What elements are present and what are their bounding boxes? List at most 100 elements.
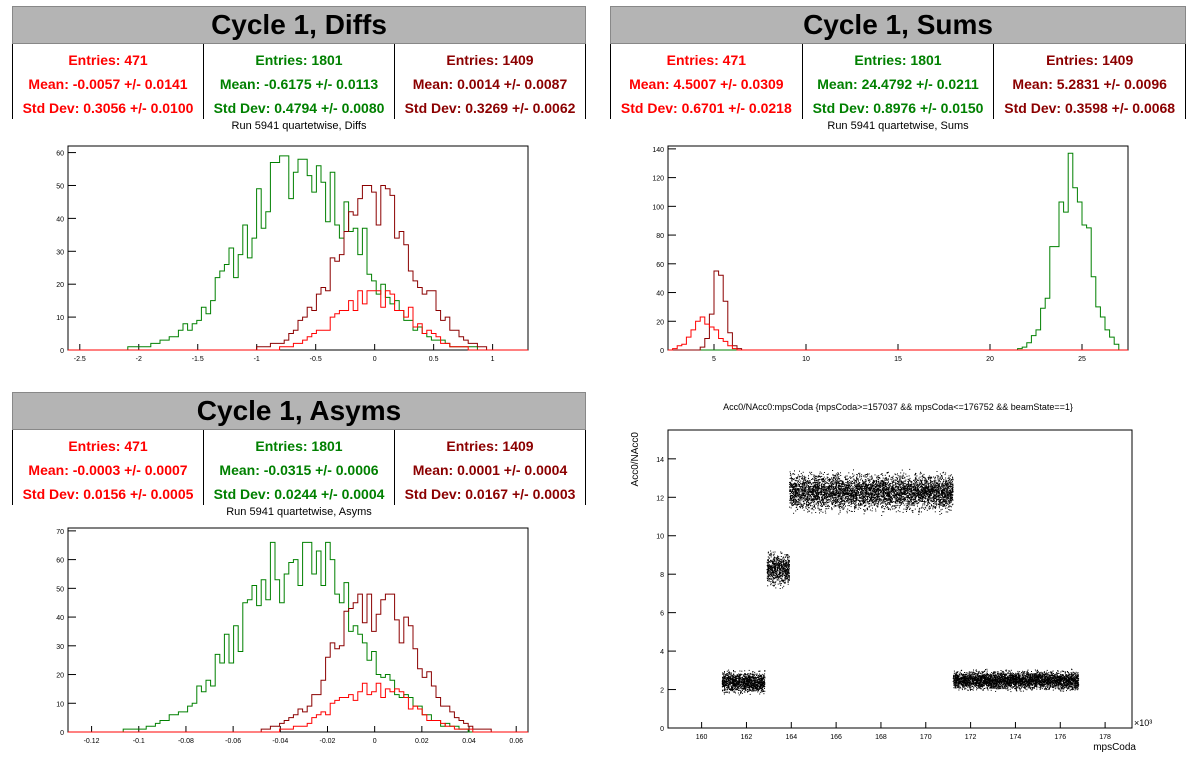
y-tick-label: 30 [56,249,64,256]
scatter-point-c2 [820,488,822,489]
scatter-point-c0 [755,681,757,683]
scatter-point-c2 [873,488,875,490]
scatter-point-c0 [759,680,761,682]
scatter-point-c2 [865,500,867,502]
x-tick-label: -1.5 [192,356,204,363]
stat-mean: Mean: 0.0014 +/- 0.0087 [412,76,568,92]
scatter-point-c2 [871,499,873,501]
scatter-point-c2 [884,477,886,479]
scatter-point-c2 [849,492,850,494]
scatter-point-c2 [842,496,844,498]
scatter-point-c2 [792,499,794,501]
scatter-point-c2 [950,484,952,486]
scatter-point-c0 [741,692,743,694]
scatter-point-c0 [731,688,733,690]
scatter-point-c2 [860,503,862,505]
scatter-point-c2 [854,498,856,499]
scatter-point-c1 [786,562,788,564]
scatter-point-c1 [784,570,786,571]
scatter-point-c0 [762,678,764,680]
scatter-point-c2 [878,501,880,502]
scatter-point-c2 [867,486,869,488]
scatter-point-c0 [754,673,756,675]
scatter-point-c1 [780,566,782,568]
scatter-point-c2 [836,501,838,503]
scatter-point-c0 [755,682,757,684]
diffs-stats-box: Entries: 471 Mean: -0.0057 +/- 0.0141 St… [12,44,586,119]
scatter-point-c2 [947,498,949,500]
scatter-point-c2 [934,485,936,487]
scatter-point-c2 [820,491,822,493]
y-tick-label: 60 [56,151,64,158]
scatter-point-c2 [795,479,797,481]
scatter-point-c2 [893,480,895,482]
scatter-point-c2 [878,487,880,489]
scatter-point-c2 [833,487,835,489]
scatter-point-c1 [788,571,790,573]
scatter-point-c1 [772,585,774,586]
scatter-point-c2 [862,494,864,496]
scatter-point-c1 [785,572,787,574]
scatter-point-c2 [869,505,871,507]
scatter-point-c2 [938,485,940,487]
scatter-point-c0 [744,673,746,675]
scatter-point-c2 [926,505,927,507]
scatter-point-c0 [749,677,751,679]
scatter-point-c0 [730,688,732,690]
x-tick-label: 5 [712,356,716,363]
scatter-point-c0 [728,692,730,694]
scatter-point-c2 [855,489,857,491]
scatter-point-c2 [929,478,931,480]
scatter-point-c1 [777,556,779,558]
scatter-point-c2 [920,498,922,500]
scatter-point-c0 [736,678,738,679]
scatter-point-c2 [948,492,950,494]
scatter-point-c2 [856,491,858,493]
scatter-point-c2 [948,496,950,498]
scatter-point-c1 [787,579,789,581]
scatter-point-c0 [729,676,731,678]
scatter-point-c0 [744,670,746,672]
scatter-point-c2 [853,495,854,497]
stat-std: Std Dev: 0.3598 +/- 0.0068 [1004,100,1176,116]
scatter-point-c2 [922,499,924,501]
scatter-point-c2 [905,507,907,509]
scatter-point-c1 [779,568,781,569]
scatter-point-c1 [772,565,774,567]
scatter-point-c0 [724,685,726,687]
scatter-point-c2 [882,485,884,487]
scatter-point-c2 [913,485,915,487]
scatter-point-c2 [931,491,933,493]
scatter-point-c1 [786,563,788,565]
scatter-point-c1 [778,577,780,579]
scatter-point-c2 [931,499,933,501]
scatter-point-c1 [772,578,774,580]
scatter-point-c2 [873,481,875,483]
scatter-point-c2 [951,481,953,483]
scatter-point-c2 [948,480,950,482]
scatter-point-c1 [774,569,776,571]
scatter-point-c2 [874,485,876,487]
scatter-point-c2 [862,481,864,483]
scatter-point-c2 [816,480,818,481]
scatter-point-c2 [878,475,880,477]
scatter-point-c2 [881,500,883,502]
scatter-point-c1 [773,567,775,569]
scatter-point-c0 [732,680,733,681]
scatter-point-c2 [857,493,859,495]
scatter-point-c0 [737,689,739,691]
scatter-point-c0 [744,686,746,688]
scatter-point-c0 [759,670,761,672]
scatter-point-c0 [764,673,766,675]
scatter-point-c2 [790,502,792,504]
scatter-point-c2 [792,497,794,499]
scatter-point-c2 [887,493,889,495]
scatter-point-c0 [748,677,749,679]
scatter-point-c2 [827,479,829,481]
scatter-point-c0 [728,687,730,689]
scatter-point-c0 [744,673,746,675]
scatter-point-c2 [942,481,944,483]
scatter-point-c1 [788,563,790,565]
scatter-point-c1 [784,571,786,573]
scatter-point-c1 [787,555,789,557]
